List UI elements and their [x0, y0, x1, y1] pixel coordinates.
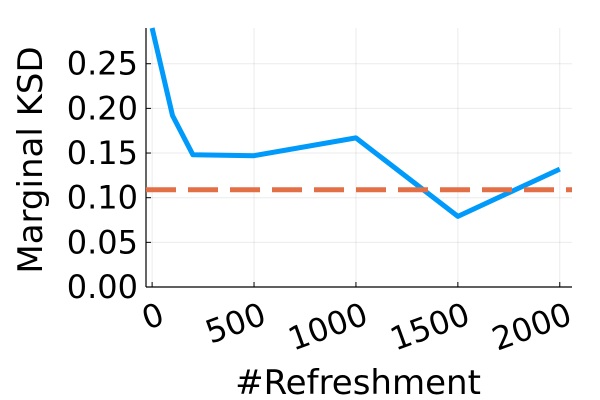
series-lines — [146, 27, 572, 219]
x-tick-label: 1000 — [283, 295, 373, 359]
y-tick-label: 0.00 — [67, 268, 138, 306]
x-tick-label: 2000 — [487, 295, 577, 359]
y-tick-label: 0.25 — [67, 45, 138, 83]
axes — [145, 28, 572, 288]
x-tick-labels: 0 500 1000 1500 2000 — [137, 295, 577, 359]
solid-series-line — [149, 27, 561, 219]
y-tick-label: 0.05 — [67, 223, 138, 261]
x-axis-title: #Refreshment — [235, 363, 481, 400]
y-tick-label: 0.15 — [67, 134, 138, 172]
y-tick-label: 0.20 — [67, 89, 138, 127]
x-tick-label: 0 — [137, 295, 169, 338]
y-tick-labels: 0.00 0.05 0.10 0.15 0.20 0.25 — [67, 45, 138, 306]
y-tick-label: 0.10 — [67, 179, 138, 217]
y-axis-title: Marginal KSD — [11, 46, 51, 273]
x-tick-label: 500 — [200, 295, 270, 352]
x-tick-label: 1500 — [385, 295, 475, 359]
